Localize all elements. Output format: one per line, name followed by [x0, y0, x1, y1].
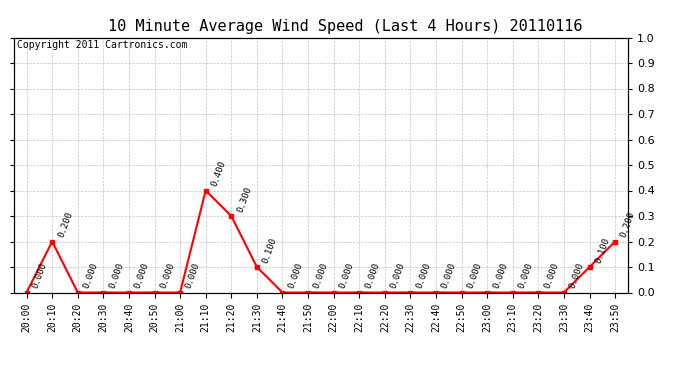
Text: 0.200: 0.200 [619, 210, 637, 239]
Text: 10 Minute Average Wind Speed (Last 4 Hours) 20110116: 10 Minute Average Wind Speed (Last 4 Hou… [108, 19, 582, 34]
Text: 0.000: 0.000 [184, 261, 202, 290]
Text: 0.000: 0.000 [82, 261, 99, 290]
Text: 0.000: 0.000 [542, 261, 560, 290]
Text: 0.000: 0.000 [338, 261, 355, 290]
Text: 0.000: 0.000 [364, 261, 381, 290]
Text: 0.400: 0.400 [210, 159, 228, 188]
Text: 0.000: 0.000 [491, 261, 509, 290]
Text: 0.200: 0.200 [57, 210, 74, 239]
Text: 0.000: 0.000 [133, 261, 150, 290]
Text: 0.000: 0.000 [108, 261, 125, 290]
Text: 0.100: 0.100 [593, 236, 611, 264]
Text: 0.000: 0.000 [159, 261, 177, 290]
Text: 0.000: 0.000 [31, 261, 48, 290]
Text: 0.100: 0.100 [261, 236, 279, 264]
Text: 0.000: 0.000 [389, 261, 406, 290]
Text: 0.000: 0.000 [312, 261, 330, 290]
Text: 0.000: 0.000 [440, 261, 457, 290]
Text: 0.000: 0.000 [466, 261, 484, 290]
Text: 0.300: 0.300 [235, 185, 253, 213]
Text: 0.000: 0.000 [517, 261, 535, 290]
Text: 0.000: 0.000 [286, 261, 304, 290]
Text: Copyright 2011 Cartronics.com: Copyright 2011 Cartronics.com [17, 40, 187, 50]
Text: 0.000: 0.000 [415, 261, 432, 290]
Text: 0.000: 0.000 [568, 261, 586, 290]
